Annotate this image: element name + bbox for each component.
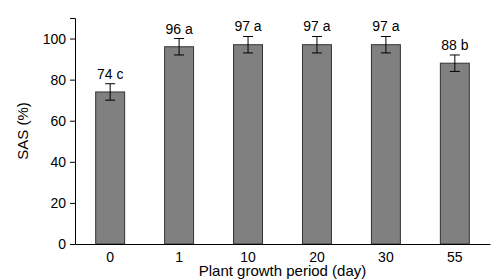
data-label: 96 a xyxy=(165,21,192,37)
x-axis-line xyxy=(76,244,491,245)
error-bar-line xyxy=(243,36,253,52)
data-label: 97 a xyxy=(234,18,261,34)
data-label: 97 a xyxy=(303,18,330,34)
x-tick: 0 xyxy=(106,244,114,265)
x-tick-label: 55 xyxy=(447,249,463,265)
x-tick-label: 0 xyxy=(106,249,114,265)
error-bar-line xyxy=(381,36,391,52)
y-tick-label: 60 xyxy=(50,113,66,129)
marks xyxy=(96,36,470,244)
bar xyxy=(371,45,400,244)
bar xyxy=(234,45,263,244)
chart: 020406080100011020305574 c96 a97 a97 a97… xyxy=(0,0,500,280)
y-tick-mark xyxy=(70,203,75,204)
y-tick: 40 xyxy=(50,154,75,170)
x-tick: 55 xyxy=(447,244,463,265)
data-labels: 74 c 96 a 97 a 97 a 97 a 88 b xyxy=(97,18,469,81)
y-tick-label: 0 xyxy=(58,236,66,252)
error-bar xyxy=(174,39,184,55)
y-tick: 0 xyxy=(58,236,75,252)
y-tick-mark xyxy=(70,39,75,40)
x-axis-title: Plant growth period (day) xyxy=(199,262,367,279)
plot-area: 020406080100011020305574 c96 a97 a97 a97… xyxy=(43,18,491,264)
x-tick: 1 xyxy=(175,244,183,265)
data-label: 97 a xyxy=(372,18,399,34)
error-bar xyxy=(243,36,253,52)
bar xyxy=(302,45,331,244)
data-label: 74 c xyxy=(97,66,123,82)
error-bar xyxy=(450,55,460,71)
y-tick: 60 xyxy=(50,113,75,129)
y-axis-line xyxy=(70,19,76,245)
y-tick-mark xyxy=(70,244,75,245)
error-bar xyxy=(105,84,115,100)
y-tick-label: 100 xyxy=(43,31,67,47)
y-axis-title: SAS (%) xyxy=(14,102,31,160)
y-tick-mark xyxy=(70,162,75,163)
y-tick: 20 xyxy=(50,195,75,211)
x-tick: 30 xyxy=(378,244,394,265)
bar xyxy=(440,63,469,244)
y-tick: 80 xyxy=(50,72,75,88)
data-label: 88 b xyxy=(441,37,468,53)
bar xyxy=(96,92,125,244)
error-bar-line xyxy=(105,84,115,100)
y-tick-label: 40 xyxy=(50,154,66,170)
bar xyxy=(165,47,194,244)
y-tick: 100 xyxy=(43,31,75,47)
y-tick-mark xyxy=(70,121,75,122)
y-tick-label: 20 xyxy=(50,195,66,211)
error-bar-line xyxy=(450,55,460,71)
error-bar xyxy=(381,36,391,52)
error-bar xyxy=(312,36,322,52)
y-tick-mark xyxy=(70,80,75,81)
error-bar-line xyxy=(312,36,322,52)
y-axis: 0 20 40 60 80 100 xyxy=(43,19,76,252)
y-tick-label: 80 xyxy=(50,72,66,88)
error-bar-line xyxy=(174,39,184,55)
x-tick-label: 30 xyxy=(378,249,394,265)
x-tick-label: 1 xyxy=(175,249,183,265)
